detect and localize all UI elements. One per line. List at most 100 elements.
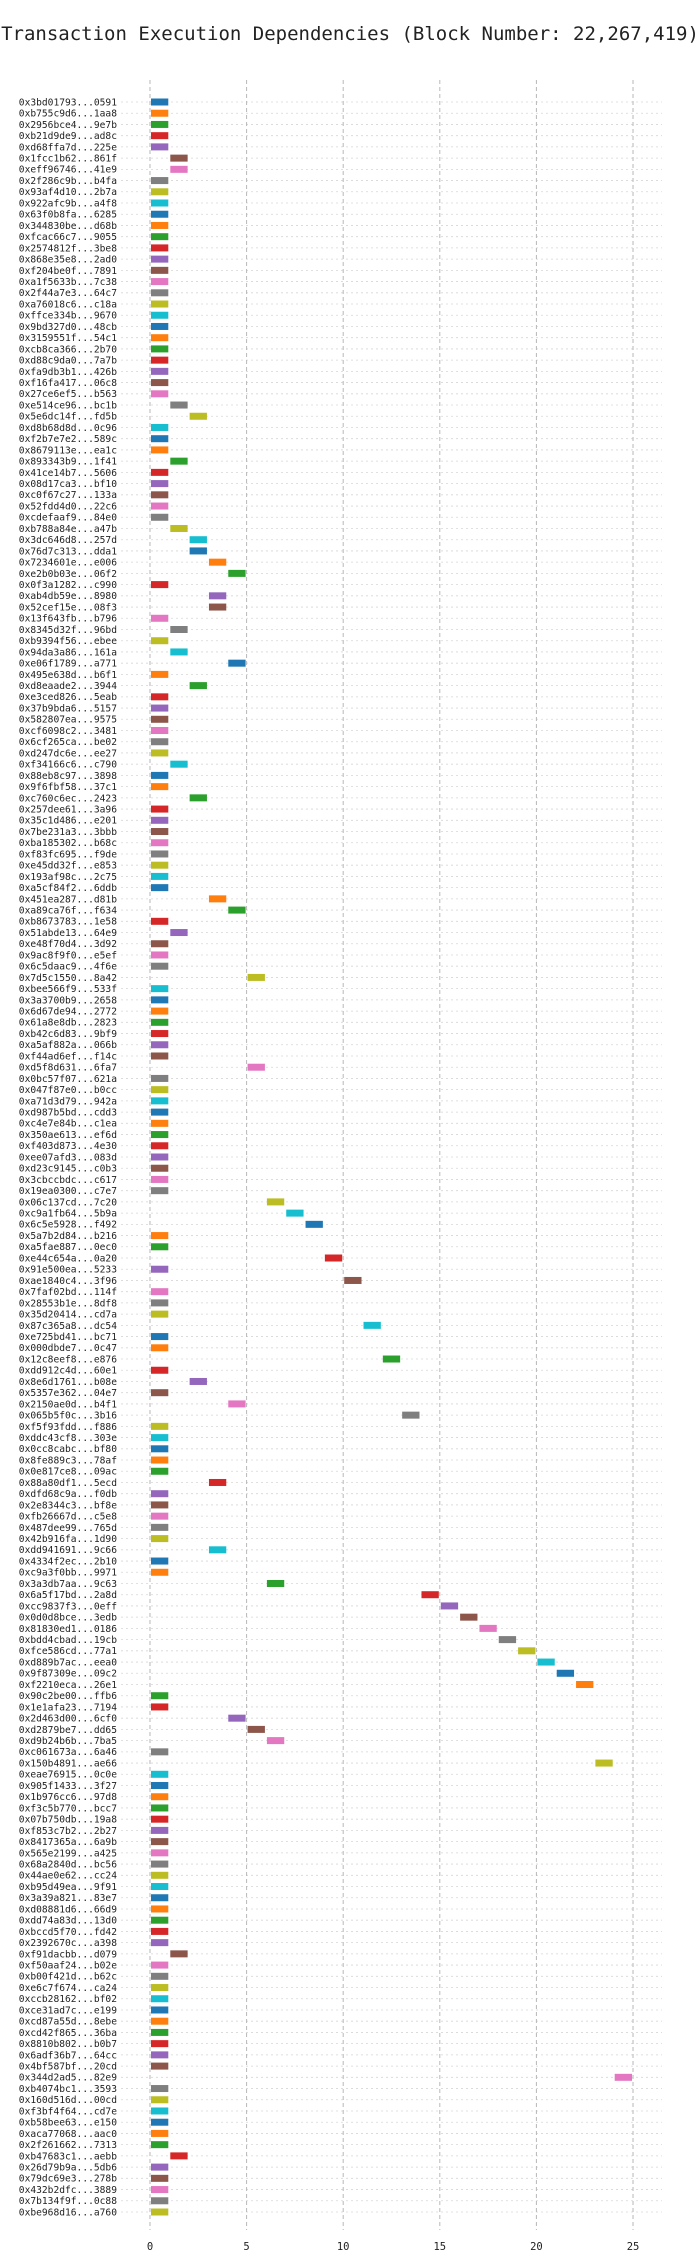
y-tick-label: 0x3dc646d8...257d: [19, 535, 117, 546]
transaction-bar: [189, 1377, 207, 1385]
grid: [121, 80, 662, 2230]
y-tick-label: 0x6adf36b7...64cc: [19, 2050, 117, 2061]
transaction-bar: [170, 524, 188, 532]
transaction-bar: [150, 1972, 169, 1980]
transaction-bar: [150, 693, 169, 701]
transaction-bar: [150, 670, 169, 678]
y-tick-label: 0xccb28162...bf02: [19, 1994, 117, 2005]
transaction-bar: [498, 1636, 517, 1644]
transaction-bar: [537, 1658, 555, 1666]
transaction-bar: [150, 637, 169, 645]
y-tick-label: 0x0f3a1282...c990: [19, 580, 117, 591]
x-tick-label: 15: [433, 2241, 446, 2253]
transaction-bar: [150, 1927, 169, 1935]
transaction-bar: [150, 345, 169, 353]
y-tick-label: 0xdd912c4d...60e1: [19, 1366, 117, 1377]
y-tick-label: 0xbe968d16...a760: [19, 2207, 117, 2218]
y-tick-label: 0xf204be0f...7891: [19, 266, 117, 277]
y-tick-label: 0x3cbccbdc...c617: [19, 1175, 117, 1186]
y-tick-label: 0x76d7c313...dda1: [19, 546, 117, 557]
y-tick-label: 0x582807ea...9575: [19, 715, 117, 726]
transaction-bar: [150, 1512, 169, 1520]
y-tick-label: 0x2956bce4...9e7b: [19, 120, 117, 131]
y-tick-label: 0xb8673783...1e58: [19, 917, 117, 928]
y-tick-label: 0xf2b7e7e2...589c: [19, 434, 117, 445]
transaction-bar: [150, 940, 169, 948]
transaction-bar: [228, 1714, 246, 1722]
y-tick-label: 0xaca77068...aac0: [19, 2129, 117, 2140]
y-tick-label: 0x52fdd4d0...22c6: [19, 501, 117, 512]
transaction-bar: [150, 311, 169, 319]
transaction-bar: [150, 1187, 169, 1195]
transaction-bar: [518, 1647, 536, 1655]
transaction-bar: [150, 1984, 169, 1992]
y-tick-label: 0x7234601e...e006: [19, 558, 117, 569]
transaction-bar: [150, 390, 169, 398]
y-tick-label: 0x35d20414...cd7a: [19, 1310, 117, 1321]
transaction-bar: [150, 1153, 169, 1161]
transaction-bar: [170, 648, 188, 656]
y-tick-label: 0x7faf02bd...114f: [19, 1287, 117, 1298]
y-tick-label: 0xb95d49ea...9f91: [19, 1882, 117, 1893]
transaction-bar: [595, 1759, 613, 1767]
transaction-bar: [170, 457, 188, 465]
transaction-bar: [150, 446, 169, 454]
y-tick-label: 0x4334f2ec...2b10: [19, 1556, 117, 1567]
transaction-bar: [150, 2107, 169, 2115]
transaction-bar: [150, 1535, 169, 1543]
transaction-bar: [150, 2118, 169, 2126]
transaction-bar: [150, 1344, 169, 1352]
y-tick-label: 0x6a5f17bd...2a8d: [19, 1590, 117, 1601]
transaction-bar: [150, 1939, 169, 1947]
y-tick-label: 0x35c1d486...e201: [19, 816, 117, 827]
y-tick-label: 0x07b750db...19a8: [19, 1815, 117, 1826]
y-tick-label: 0xa76018c6...c18a: [19, 299, 117, 310]
y-tick-label: 0x7be231a3...3bbb: [19, 827, 117, 838]
y-tick-label: 0x9f87309e...09c2: [19, 1669, 117, 1680]
y-tick-label: 0x94da3a86...161a: [19, 647, 117, 658]
y-tick-label: 0x8e6d1761...b08e: [19, 1377, 117, 1388]
y-tick-label: 0x68a2840d...bc56: [19, 1859, 117, 1870]
transaction-bar: [150, 996, 169, 1004]
y-tick-label: 0x065b5f0c...3b16: [19, 1411, 117, 1422]
y-tick-label: 0xeff96746...41e9: [19, 165, 117, 176]
y-tick-label: 0x495e638d...b6f1: [19, 670, 117, 681]
transaction-bar: [150, 1557, 169, 1565]
y-tick-label: 0x160d516d...00cd: [19, 2095, 117, 2106]
y-tick-label: 0xd08881d6...66d9: [19, 1904, 117, 1915]
transaction-bar: [150, 1995, 169, 2003]
y-tick-label: 0x3bd01793...0591: [19, 97, 117, 108]
transaction-bar: [150, 2040, 169, 2048]
transaction-bar: [150, 1434, 169, 1442]
y-tick-label: 0x2392670c...a398: [19, 1938, 117, 1949]
y-tick-label: 0xf403d873...4e30: [19, 1141, 117, 1152]
y-tick-label: 0x193af98c...2c75: [19, 872, 117, 883]
transaction-bar: [150, 2197, 169, 2205]
y-tick-label: 0x6c5e5928...f492: [19, 1220, 117, 1231]
transaction-bar: [150, 861, 169, 869]
transaction-bar: [266, 1579, 285, 1587]
y-tick-label: 0xd2879be7...dd65: [19, 1725, 117, 1736]
y-tick-label: 0xd5f8d631...6fa7: [19, 1063, 117, 1074]
transaction-bar: [150, 2186, 169, 2194]
y-tick-label: 0x2150ae0d...b4f1: [19, 1399, 117, 1410]
y-tick-label: 0x6c5daac9...4f6e: [19, 962, 117, 973]
transaction-bar: [228, 659, 246, 667]
transaction-bar: [150, 109, 169, 117]
y-tick-label: 0xe514ce96...bc1b: [19, 400, 117, 411]
y-tick-label: 0x868e35e8...2ad0: [19, 255, 117, 266]
transaction-bar: [150, 266, 169, 274]
y-tick-label: 0xcf6098c2...3481: [19, 726, 117, 737]
y-tick-label: 0x12c8eef8...e876: [19, 1354, 117, 1365]
y-tick-label: 0xf5f93fdd...f886: [19, 1422, 117, 1433]
transaction-bar: [150, 1770, 169, 1778]
transaction-bar: [150, 300, 169, 308]
y-tick-label: 0xeae76915...0c0e: [19, 1770, 117, 1781]
y-tick-label: 0x88a80df1...5ecd: [19, 1478, 117, 1489]
y-tick-label: 0xb42c6d83...9bf9: [19, 1029, 117, 1040]
transaction-bar: [150, 1299, 169, 1307]
transaction-bar: [150, 872, 169, 880]
transaction-bar: [150, 1445, 169, 1453]
y-tick-label: 0x06c137cd...7c20: [19, 1197, 117, 1208]
transaction-bar: [150, 2174, 169, 2182]
